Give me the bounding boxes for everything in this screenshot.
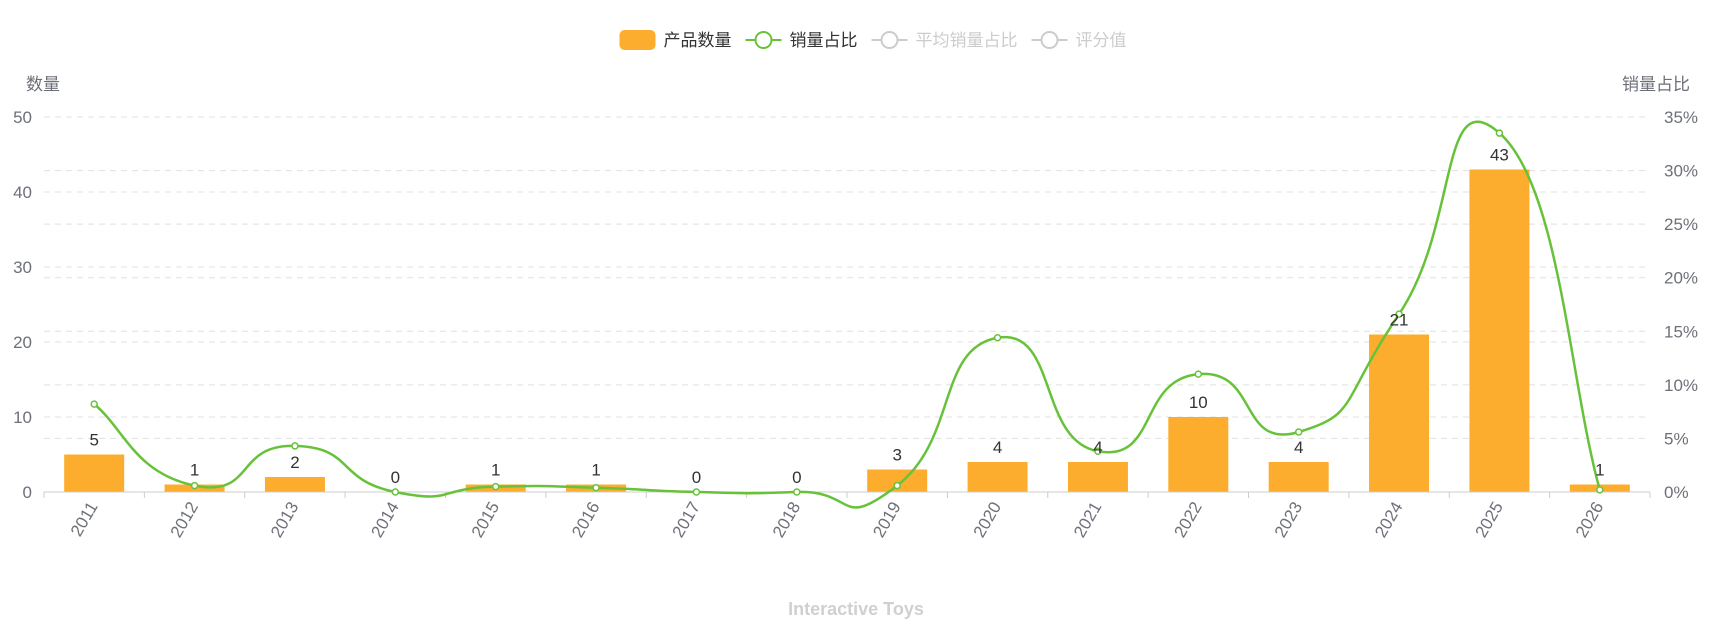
bar-data-label: 10 [1189, 393, 1208, 412]
left-tick-label: 10 [13, 408, 32, 427]
left-axis-ticks: 0 10 20 30 40 50 [13, 108, 32, 502]
legend-marker [754, 31, 773, 49]
x-tick-label: 2024 [1371, 499, 1406, 541]
legend-item[interactable]: 产品数量 [619, 30, 732, 50]
bar-data-label: 5 [89, 431, 98, 450]
line-point[interactable] [1294, 428, 1303, 436]
x-tick-label: 2025 [1472, 499, 1507, 541]
x-tick-label: 2015 [468, 499, 503, 541]
bar-series[interactable] [64, 169, 1630, 493]
bar[interactable] [1168, 417, 1229, 492]
x-tick-label: 2017 [669, 499, 704, 541]
bar[interactable] [1469, 169, 1530, 493]
right-tick-label: 35% [1664, 108, 1698, 127]
legend-marker [880, 31, 899, 49]
legend-item[interactable]: 平均销量占比 [871, 31, 1018, 50]
x-tick-label: 2020 [970, 499, 1005, 541]
bar-data-label: 0 [391, 468, 400, 487]
line-point[interactable] [291, 442, 299, 450]
bar-data-label: 43 [1490, 146, 1509, 165]
legend-item[interactable]: 评分值 [1031, 31, 1127, 50]
x-tick-label: 2019 [869, 499, 904, 541]
line-point[interactable] [1596, 486, 1604, 494]
line-point[interactable] [993, 333, 1002, 342]
right-axis-ticks: 0% 5% 10% 15% 20% 25% 30% 35% [1664, 108, 1698, 502]
right-tick-label: 10% [1664, 376, 1698, 395]
left-tick-label: 20 [13, 333, 32, 352]
line-point[interactable] [190, 481, 199, 490]
legend-label: 评分值 [1076, 31, 1127, 50]
right-tick-label: 15% [1664, 322, 1698, 341]
line-point[interactable] [692, 488, 701, 496]
legend-item[interactable]: 销量占比 [745, 31, 858, 50]
line-point[interactable] [893, 481, 901, 490]
x-tick-label: 2023 [1271, 499, 1306, 541]
line-point[interactable] [90, 400, 98, 408]
right-tick-label: 20% [1664, 269, 1698, 288]
right-tick-label: 5% [1664, 429, 1689, 448]
legend-marker [1040, 31, 1059, 49]
bar[interactable] [967, 462, 1028, 492]
bar-data-label: 4 [1093, 438, 1102, 457]
left-axis-title: 数量 [26, 75, 60, 94]
footer-title: Interactive Toys [788, 599, 924, 619]
left-tick-label: 40 [13, 183, 32, 202]
bar[interactable] [1369, 334, 1430, 493]
line-series[interactable] [90, 120, 1604, 509]
bar[interactable] [1067, 462, 1128, 492]
line-point[interactable] [793, 488, 801, 496]
line-path[interactable] [93, 120, 1602, 509]
x-tick-label: 2021 [1070, 499, 1105, 541]
line-point[interactable] [1395, 310, 1403, 318]
legend-label: 销量占比 [790, 31, 858, 50]
legend-label: 平均销量占比 [916, 31, 1018, 50]
bar-data-label: 1 [591, 461, 600, 480]
left-tick-label: 50 [13, 108, 32, 127]
x-tick-label: 2022 [1170, 499, 1205, 541]
bar[interactable] [1268, 462, 1329, 492]
line-point[interactable] [592, 483, 600, 492]
legend-bar-swatch [619, 30, 656, 50]
right-tick-label: 30% [1664, 162, 1698, 181]
legend[interactable]: 产品数量 销量占比 平均销量占比 评分值 [619, 30, 1127, 50]
bar-data-label: 1 [190, 461, 199, 480]
x-tick-label: 2016 [568, 499, 603, 541]
bar-data-label: 0 [792, 468, 801, 487]
line-point[interactable] [391, 488, 400, 496]
bar-data-label: 4 [993, 438, 1002, 457]
right-axis-title: 销量占比 [1622, 75, 1690, 94]
bar-data-label: 4 [1294, 438, 1303, 457]
x-tick-label: 2011 [67, 499, 102, 540]
legend-label: 产品数量 [664, 31, 732, 50]
line-point[interactable] [1495, 129, 1504, 137]
x-tick-label: 2026 [1572, 499, 1607, 541]
x-axis: 2011 2012 2013 2014 2015 2016 2017 2018 2019 2020… [43, 491, 1651, 541]
line-point[interactable] [491, 482, 500, 491]
bar-data-label: 1 [1595, 461, 1604, 480]
bar-data-label: 1 [491, 461, 500, 480]
x-tick-label: 2013 [267, 499, 302, 541]
right-tick-label: 25% [1664, 215, 1698, 234]
grid-lines [44, 116, 1650, 439]
bar-data-label: 3 [892, 446, 901, 465]
bar-data-label: 21 [1390, 311, 1409, 330]
bar[interactable] [867, 469, 928, 493]
x-tick-label: 2014 [367, 499, 402, 541]
bar-data-label: 0 [692, 468, 701, 487]
bar[interactable] [264, 477, 325, 492]
bar[interactable] [64, 454, 125, 493]
right-tick-label: 0% [1664, 483, 1689, 502]
bar-data-label: 2 [290, 453, 299, 472]
line-point[interactable] [1094, 447, 1102, 456]
line-point[interactable] [1194, 370, 1203, 378]
left-tick-label: 0 [23, 483, 32, 502]
x-tick-label: 2018 [769, 499, 804, 541]
x-tick-label: 2012 [167, 499, 202, 541]
left-tick-label: 30 [13, 258, 32, 277]
